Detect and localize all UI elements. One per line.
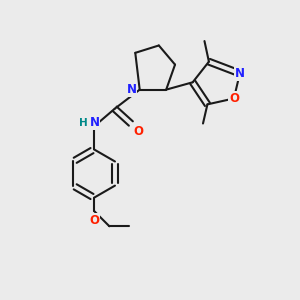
- Text: N: N: [90, 116, 100, 129]
- Text: O: O: [229, 92, 239, 105]
- Text: N: N: [127, 83, 137, 96]
- Text: O: O: [134, 125, 144, 138]
- Text: H: H: [80, 118, 88, 128]
- Text: N: N: [235, 67, 245, 80]
- Text: O: O: [89, 214, 99, 227]
